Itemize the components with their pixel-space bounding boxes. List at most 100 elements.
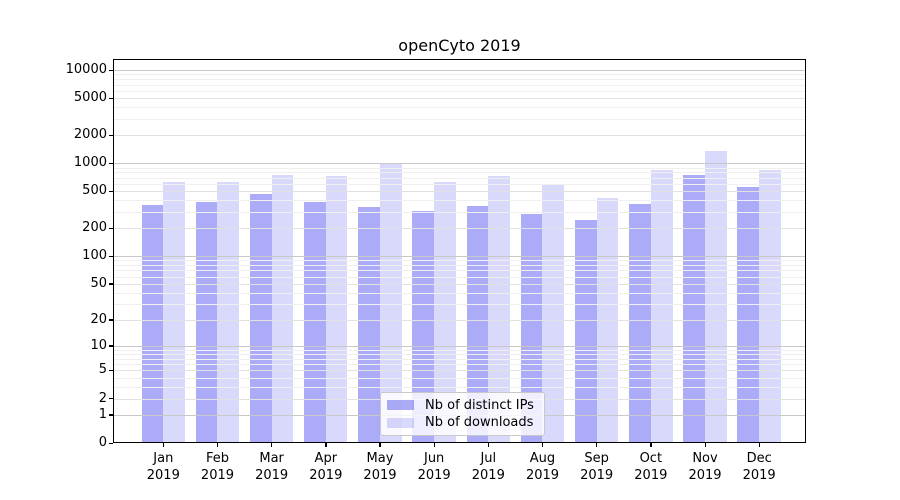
gridline-90	[113, 260, 806, 262]
y-tick-10	[108, 345, 113, 347]
legend-label-downloads: Nb of downloads	[425, 415, 534, 431]
y-tick-2	[108, 398, 113, 400]
gridline-6000	[113, 90, 806, 92]
gridline-900	[113, 167, 806, 169]
y-tick-100	[108, 255, 113, 257]
chart-title: openCyto 2019	[398, 36, 521, 55]
gridline-5	[113, 370, 806, 372]
gridline-200	[113, 228, 806, 230]
gridline-500	[113, 191, 806, 193]
bar-downloads-apr	[325, 176, 348, 443]
y-tick-0	[108, 442, 113, 444]
y-tick-200	[108, 227, 113, 230]
legend-item-distinct-ips: Nb of distinct IPs	[387, 398, 538, 413]
gridline-7	[113, 358, 806, 360]
gridline-700	[113, 177, 806, 179]
x-tick-jun	[433, 443, 435, 447]
y-tick-label-10000: 10000	[65, 62, 107, 78]
bar-downloads-jan	[163, 181, 185, 443]
bar-distinct-ips-mar	[249, 193, 272, 443]
gridline-800	[113, 172, 806, 174]
y-tick-label-2000: 2000	[73, 127, 107, 143]
x-tick-label-may: May 2019	[363, 451, 397, 483]
gridline-80	[113, 265, 806, 267]
x-tick-label-jun: Jun 2019	[417, 451, 451, 483]
x-tick-dec	[758, 443, 760, 447]
x-tick-label-jul: Jul 2019	[471, 451, 505, 483]
y-tick-10000	[108, 69, 113, 71]
y-tick-label-0: 0	[98, 435, 107, 450]
gridline-60	[113, 276, 806, 278]
y-tick-label-5000: 5000	[73, 90, 107, 106]
x-tick-label-jan: Jan 2019	[146, 451, 180, 483]
y-tick-1	[108, 414, 113, 416]
y-tick-5000	[108, 97, 113, 100]
y-tick-5	[108, 369, 113, 372]
x-tick-sep	[596, 443, 598, 447]
gridline-70	[113, 270, 806, 272]
gridline-3000	[113, 118, 806, 120]
y-tick-label-200: 200	[82, 220, 107, 236]
bar-downloads-oct	[650, 169, 673, 443]
bar-distinct-ips-jan	[141, 204, 164, 443]
x-tick-apr	[325, 443, 327, 447]
x-tick-aug	[541, 443, 544, 447]
bar-distinct-ips-feb	[195, 201, 218, 443]
y-tick-2000	[108, 134, 113, 137]
x-tick-feb	[216, 443, 219, 447]
gridline-9	[113, 349, 806, 351]
plot-border	[113, 59, 806, 443]
legend-label-distinct-ips: Nb of distinct IPs	[425, 397, 534, 413]
gridline-3	[113, 386, 806, 388]
gridline-400	[113, 200, 806, 202]
x-tick-jan	[162, 443, 165, 447]
gridline-100	[113, 256, 806, 258]
gridline-30	[113, 304, 806, 305]
gridline-5000	[113, 98, 806, 100]
y-tick-label-10: 10	[90, 337, 107, 353]
legend-item-downloads: Nb of downloads	[387, 415, 538, 430]
bar-distinct-ips-jun	[412, 210, 435, 443]
bar-distinct-ips-oct	[629, 203, 651, 443]
gridline-20	[113, 319, 806, 321]
bar-downloads-nov	[705, 150, 727, 443]
bar-downloads-may	[379, 163, 402, 443]
y-tick-label-2: 2	[98, 390, 107, 406]
bar-downloads-mar	[271, 174, 294, 443]
y-tick-50	[108, 283, 113, 285]
bar-distinct-ips-nov	[683, 174, 705, 443]
x-tick-mar	[271, 443, 273, 447]
x-tick-label-apr: Apr 2019	[309, 451, 343, 483]
legend: Nb of distinct IPs Nb of downloads	[380, 392, 545, 436]
x-tick-label-sep: Sep 2019	[580, 451, 614, 483]
y-tick-label-1000: 1000	[73, 155, 107, 171]
y-tick-20	[108, 319, 113, 321]
bar-distinct-ips-aug	[520, 214, 543, 443]
x-tick-label-oct: Oct 2019	[634, 451, 668, 483]
y-tick-label-1: 1	[98, 406, 107, 422]
legend-swatch-distinct-ips	[387, 400, 414, 411]
gridline-600	[113, 184, 806, 185]
y-tick-500	[108, 190, 113, 193]
y-tick-label-20: 20	[90, 311, 107, 327]
gridline-8000	[113, 79, 806, 81]
gridline-8	[113, 354, 806, 356]
gridline-4	[113, 377, 806, 379]
gridline-40	[113, 292, 806, 294]
y-tick-1000	[108, 162, 113, 165]
x-tick-label-aug: Aug 2019	[525, 451, 560, 483]
y-tick-label-50: 50	[90, 275, 107, 291]
bar-downloads-jun	[434, 182, 456, 443]
gridline-7000	[113, 84, 806, 86]
gridline-1000	[113, 163, 806, 165]
bar-distinct-ips-dec	[737, 186, 760, 443]
gridline-50	[113, 283, 806, 285]
bar-downloads-jul	[488, 175, 510, 443]
bar-distinct-ips-jul	[466, 205, 489, 443]
gridline-10	[113, 345, 806, 347]
y-tick-label-500: 500	[82, 183, 107, 199]
